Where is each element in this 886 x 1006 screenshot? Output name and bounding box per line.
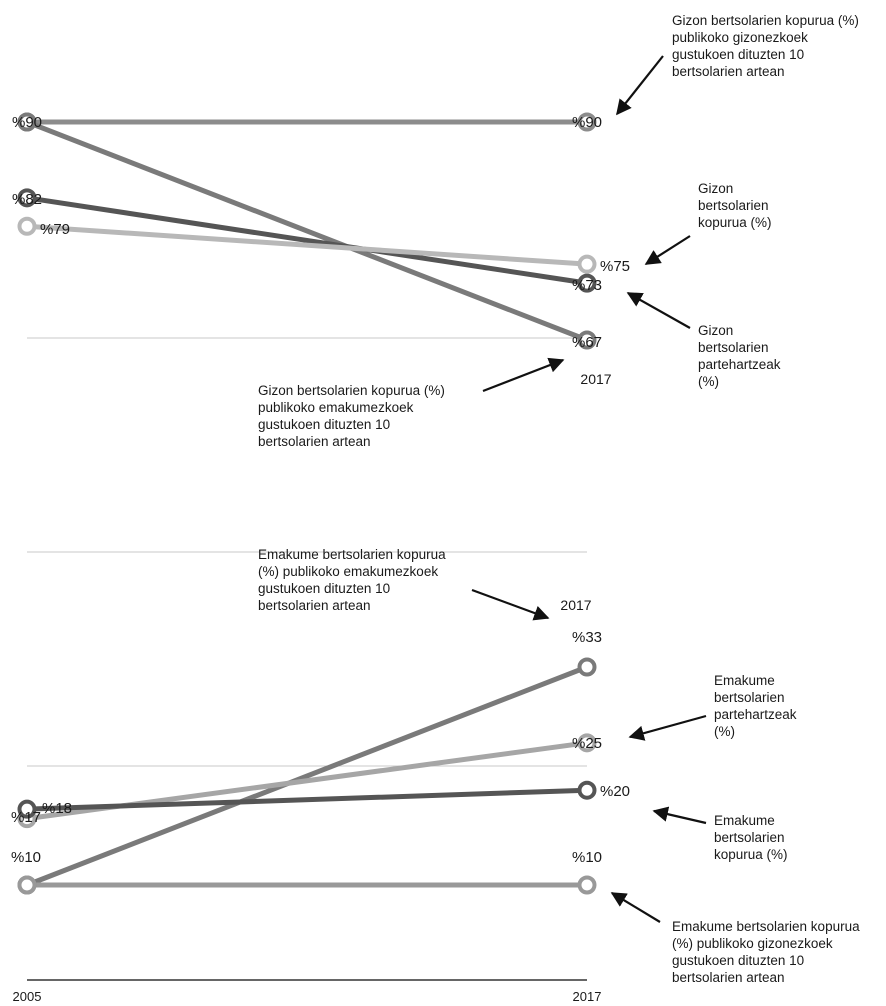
year-label: 2017: [560, 597, 591, 613]
value-label: %25: [572, 735, 602, 752]
value-labels: %90 %90 %82 %73 %79 %75 %67 %33 %25 %20 %18%17 %10%…: [11, 114, 630, 1004]
annotation-men-participation: Gizon bertsolarien partehartzeak (%): [698, 323, 781, 389]
annotation-arrow: [610, 892, 661, 923]
men-series-line-3: [24, 195, 590, 286]
value-label: %10: [572, 849, 602, 866]
annotation-arrow: [628, 714, 707, 741]
value-label: %79: [40, 221, 70, 238]
annotation-women-by-female-public: Emakume bertsolarien kopurua (%) publiko…: [258, 547, 446, 613]
value-label: %90: [572, 114, 602, 131]
series-lines: [24, 119, 590, 888]
point-markers: [17, 112, 597, 895]
value-label: %18: [42, 800, 72, 817]
value-label: %75: [600, 258, 630, 275]
year-label: 2017: [580, 371, 611, 387]
annotation-women-count: Emakume bertsolarien kopurua (%): [714, 813, 788, 862]
value-label: %33: [572, 629, 602, 646]
men-point-marker-2-2: [577, 330, 597, 350]
x-tick-label: 2005: [13, 989, 42, 1004]
men-series-line-2: [24, 119, 590, 343]
men-point-marker-3-1: [17, 188, 37, 208]
value-label: %73: [572, 277, 602, 294]
annotation-men-by-female-public: Gizon bertsolarien kopurua (%) publikoko…: [258, 383, 445, 449]
men-point-marker-1-2: [577, 112, 597, 132]
annotation-arrow: [482, 357, 565, 393]
x-tick-label: 2017: [573, 989, 602, 1004]
annotation-arrows: [471, 55, 707, 923]
women-point-marker-3-2: [577, 780, 597, 800]
value-label: %20: [600, 783, 630, 800]
value-label: %17: [11, 809, 41, 826]
annotation-women-participation: Emakume bertsolarien partehartzeak (%): [714, 673, 797, 739]
men-point-marker-4-2: [577, 254, 597, 274]
value-label: %90: [12, 114, 42, 131]
gridlines: [27, 337, 587, 981]
men-series-line-4: [24, 223, 590, 267]
men-point-marker-3-2: [577, 273, 597, 293]
women-point-marker-3-1: [17, 799, 37, 819]
annotation-arrow: [616, 55, 664, 116]
annotation-men-count: Gizon bertsolarien kopurua (%): [698, 181, 772, 230]
annotation-women-by-male-public: Emakume bertsolarien kopurua (%) publiko…: [672, 919, 860, 985]
men-point-marker-2-1: [17, 112, 37, 132]
annotation-men-by-male-public: Gizon bertsolarien kopurua (%) publikoko…: [672, 13, 859, 79]
women-point-marker-4-1: [17, 875, 37, 895]
value-label: %82: [12, 191, 42, 208]
women-point-marker-2-2: [577, 733, 597, 753]
men-point-marker-4-1: [17, 216, 37, 236]
women-series-line-3: [24, 787, 590, 812]
women-series-line-1: [24, 664, 590, 888]
annotation-arrow: [644, 235, 691, 265]
annotation-arrow: [652, 806, 707, 825]
women-point-marker-4-2: [577, 875, 597, 895]
annotation-arrow: [626, 292, 691, 329]
value-label: %10: [11, 849, 41, 866]
annotation-arrow: [471, 588, 550, 621]
value-label: %67: [572, 334, 602, 351]
women-point-marker-1-2: [577, 657, 597, 677]
